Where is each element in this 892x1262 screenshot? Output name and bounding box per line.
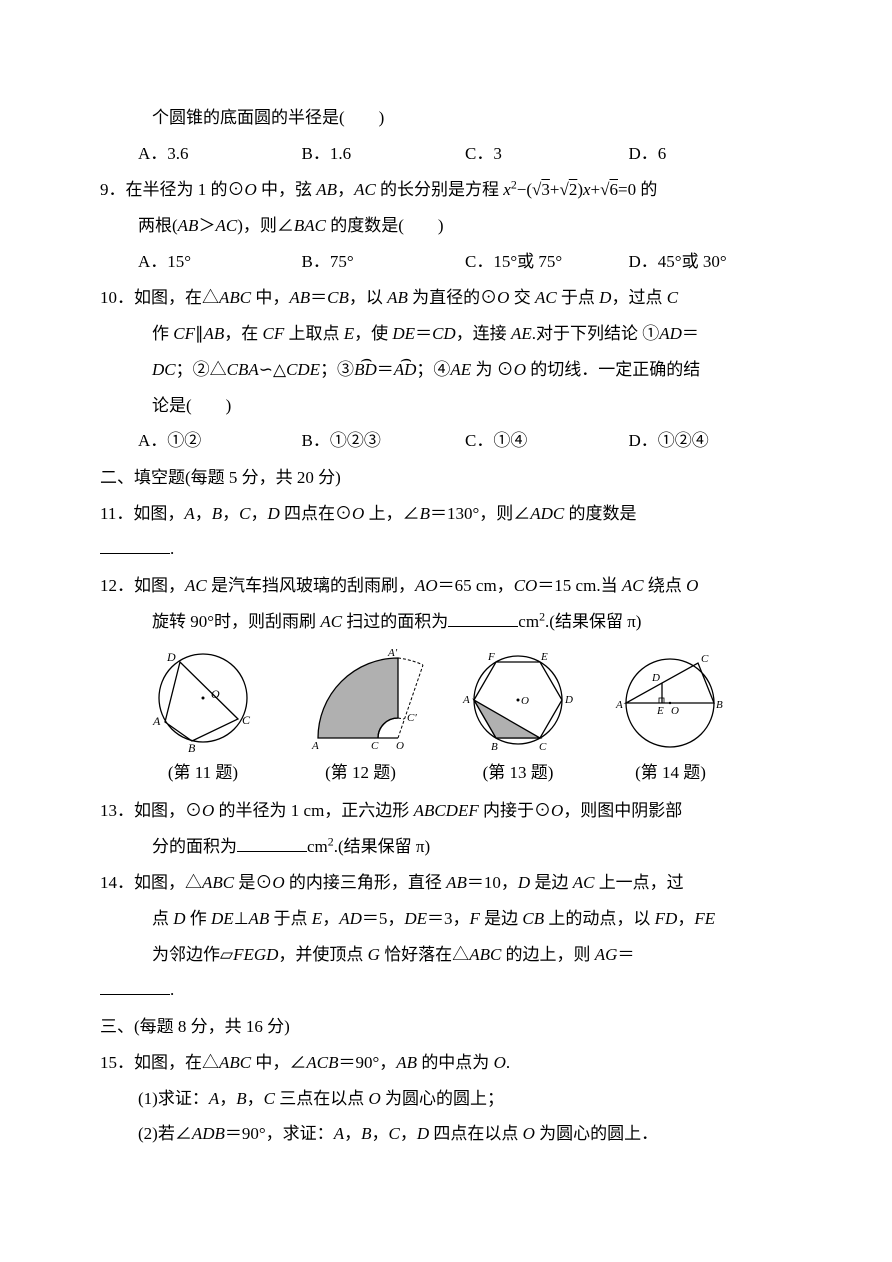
q14-line1: 14．如图，△ABC 是⊙O 的内接三角形，直径 AB＝10，D 是边 AC 上… bbox=[100, 865, 792, 901]
svg-text:A′: A′ bbox=[387, 647, 398, 659]
figure-11: O A B C D (第 11 题) bbox=[138, 648, 268, 791]
svg-text:C: C bbox=[371, 740, 379, 752]
q11-line1: 11．如图，A，B，C，D 四点在⊙O 上，∠B＝130°，则∠ADC 的度数是 bbox=[100, 496, 792, 532]
svg-text:D: D bbox=[166, 650, 176, 664]
svg-text:O: O bbox=[396, 740, 404, 752]
figure-12: A C O A′ C′ (第 12 题) bbox=[288, 643, 433, 791]
question-11: 11．如图，A，B，C，D 四点在⊙O 上，∠B＝130°，则∠ADC 的度数是… bbox=[100, 496, 792, 567]
q12-blank bbox=[448, 610, 518, 627]
svg-text:F: F bbox=[487, 651, 495, 663]
q9-line1: 9．在半径为 1 的⊙O 中，弦 AB，AC 的长分别是方程 x2−(√3+√2… bbox=[100, 172, 792, 208]
section-3-header: 三、(每题 8 分，共 16 分) bbox=[100, 1009, 792, 1045]
svg-text:B: B bbox=[716, 699, 723, 711]
question-12: 12．如图，AC 是汽车挡风玻璃的刮雨刷，AO＝65 cm，CO＝15 cm.当… bbox=[100, 568, 792, 639]
q13-blank bbox=[237, 835, 307, 852]
svg-text:O: O bbox=[521, 695, 529, 707]
svg-text:A: A bbox=[152, 714, 161, 728]
question-10: 10．如图，在△ABC 中，AB＝CB，以 AB 为直径的⊙O 交 AC 于点 … bbox=[100, 280, 792, 458]
section-2-header: 二、填空题(每题 5 分，共 20 分) bbox=[100, 460, 792, 496]
svg-text:E: E bbox=[540, 651, 548, 663]
figure-12-svg: A C O A′ C′ bbox=[288, 643, 433, 753]
q13-line1: 13．如图，⊙O 的半径为 1 cm，正六边形 ABCDEF 内接于⊙O，则图中… bbox=[100, 793, 792, 829]
q9-opt-b: B．75° bbox=[302, 244, 466, 280]
q10-opt-b: B．①②③ bbox=[302, 423, 466, 459]
q15-sub1: (1)求证：A，B，C 三点在以点 O 为圆心的圆上； bbox=[100, 1081, 792, 1117]
question-14: 14．如图，△ABC 是⊙O 的内接三角形，直径 AB＝10，D 是边 AC 上… bbox=[100, 865, 792, 1008]
q15-sub2: (2)若∠ADB＝90°，求证：A，B，C，D 四点在以点 O 为圆心的圆上． bbox=[100, 1116, 792, 1152]
q8-opt-b: B．1.6 bbox=[302, 136, 466, 172]
q9-opt-d: D．45°或 30° bbox=[629, 244, 793, 280]
question-8-fragment: 个圆锥的底面圆的半径是( ) A．3.6 B．1.6 C．3 D．6 bbox=[100, 100, 792, 171]
svg-text:A: A bbox=[462, 694, 470, 706]
svg-text:B: B bbox=[491, 741, 498, 753]
q11-blank bbox=[100, 537, 170, 554]
q14-line3: 为邻边作▱FEGD，并使顶点 G 恰好落在△ABC 的边上，则 AG＝ bbox=[100, 937, 792, 973]
svg-text:E: E bbox=[656, 705, 664, 717]
question-9: 9．在半径为 1 的⊙O 中，弦 AB，AC 的长分别是方程 x2−(√3+√2… bbox=[100, 172, 792, 279]
figure-11-caption: (第 11 题) bbox=[138, 755, 268, 791]
question-13: 13．如图，⊙O 的半径为 1 cm，正六边形 ABCDEF 内接于⊙O，则图中… bbox=[100, 793, 792, 864]
figures-row: O A B C D (第 11 题) A C O A′ C′ (第 12 题) bbox=[100, 643, 792, 791]
figure-13-caption: (第 13 题) bbox=[453, 755, 583, 791]
svg-text:D: D bbox=[651, 672, 660, 684]
q9-line2: 两根(AB＞AC)，则∠BAC 的度数是( ) bbox=[100, 208, 792, 244]
svg-text:D: D bbox=[564, 694, 573, 706]
q8-opt-c: C．3 bbox=[465, 136, 629, 172]
q8-options: A．3.6 B．1.6 C．3 D．6 bbox=[100, 136, 792, 172]
q10-line3: DC；②△CBA∽△CDE；③BD＝AD；④AE 为 ⊙O 的切线．一定正确的结 bbox=[100, 352, 792, 388]
q9-options: A．15° B．75° C．15°或 75° D．45°或 30° bbox=[100, 244, 792, 280]
figure-13: O A B C D E F (第 13 题) bbox=[453, 648, 583, 791]
figure-14-caption: (第 14 题) bbox=[603, 755, 738, 791]
q14-line2: 点 D 作 DE⊥AB 于点 E，AD＝5，DE＝3，F 是边 CB 上的动点，… bbox=[100, 901, 792, 937]
svg-text:A: A bbox=[615, 699, 623, 711]
q14-blank bbox=[100, 978, 170, 995]
q10-opt-c: C．①④ bbox=[465, 423, 629, 459]
q8-text: 个圆锥的底面圆的半径是( ) bbox=[100, 100, 792, 136]
svg-text:O: O bbox=[671, 705, 679, 717]
figure-13-svg: O A B C D E F bbox=[453, 648, 583, 753]
svg-text:C: C bbox=[242, 713, 251, 727]
q15-line1: 15．如图，在△ABC 中，∠ACB＝90°，AB 的中点为 O. bbox=[100, 1045, 792, 1081]
svg-text:C′: C′ bbox=[407, 712, 417, 724]
q9-opt-a: A．15° bbox=[138, 244, 302, 280]
q10-line4: 论是( ) bbox=[100, 388, 792, 424]
figure-11-svg: O A B C D bbox=[138, 648, 268, 753]
figure-14-svg: A B C D E O bbox=[603, 648, 738, 753]
question-15: 15．如图，在△ABC 中，∠ACB＝90°，AB 的中点为 O. (1)求证：… bbox=[100, 1045, 792, 1152]
q9-opt-c: C．15°或 75° bbox=[465, 244, 629, 280]
figure-12-caption: (第 12 题) bbox=[288, 755, 433, 791]
q10-line2: 作 CF∥AB，在 CF 上取点 E，使 DE＝CD，连接 AE.对于下列结论 … bbox=[100, 316, 792, 352]
q10-line1: 10．如图，在△ABC 中，AB＝CB，以 AB 为直径的⊙O 交 AC 于点 … bbox=[100, 280, 792, 316]
q12-line2: 旋转 90°时，则刮雨刷 AC 扫过的面积为cm2.(结果保留 π) bbox=[100, 604, 792, 640]
q13-line2: 分的面积为cm2.(结果保留 π) bbox=[100, 829, 792, 865]
q8-opt-a: A．3.6 bbox=[138, 136, 302, 172]
q8-opt-d: D．6 bbox=[629, 136, 793, 172]
q11-blank-line: . bbox=[100, 531, 792, 567]
figure-14: A B C D E O (第 14 题) bbox=[603, 648, 738, 791]
svg-text:A: A bbox=[311, 740, 319, 752]
svg-text:C: C bbox=[701, 653, 709, 665]
q10-options: A．①② B．①②③ C．①④ D．①②④ bbox=[100, 423, 792, 459]
q14-blank-line: . bbox=[100, 972, 792, 1008]
q10-opt-a: A．①② bbox=[138, 423, 302, 459]
svg-text:C: C bbox=[539, 741, 547, 753]
q12-line1: 12．如图，AC 是汽车挡风玻璃的刮雨刷，AO＝65 cm，CO＝15 cm.当… bbox=[100, 568, 792, 604]
q10-opt-d: D．①②④ bbox=[629, 423, 793, 459]
svg-text:B: B bbox=[188, 741, 196, 753]
